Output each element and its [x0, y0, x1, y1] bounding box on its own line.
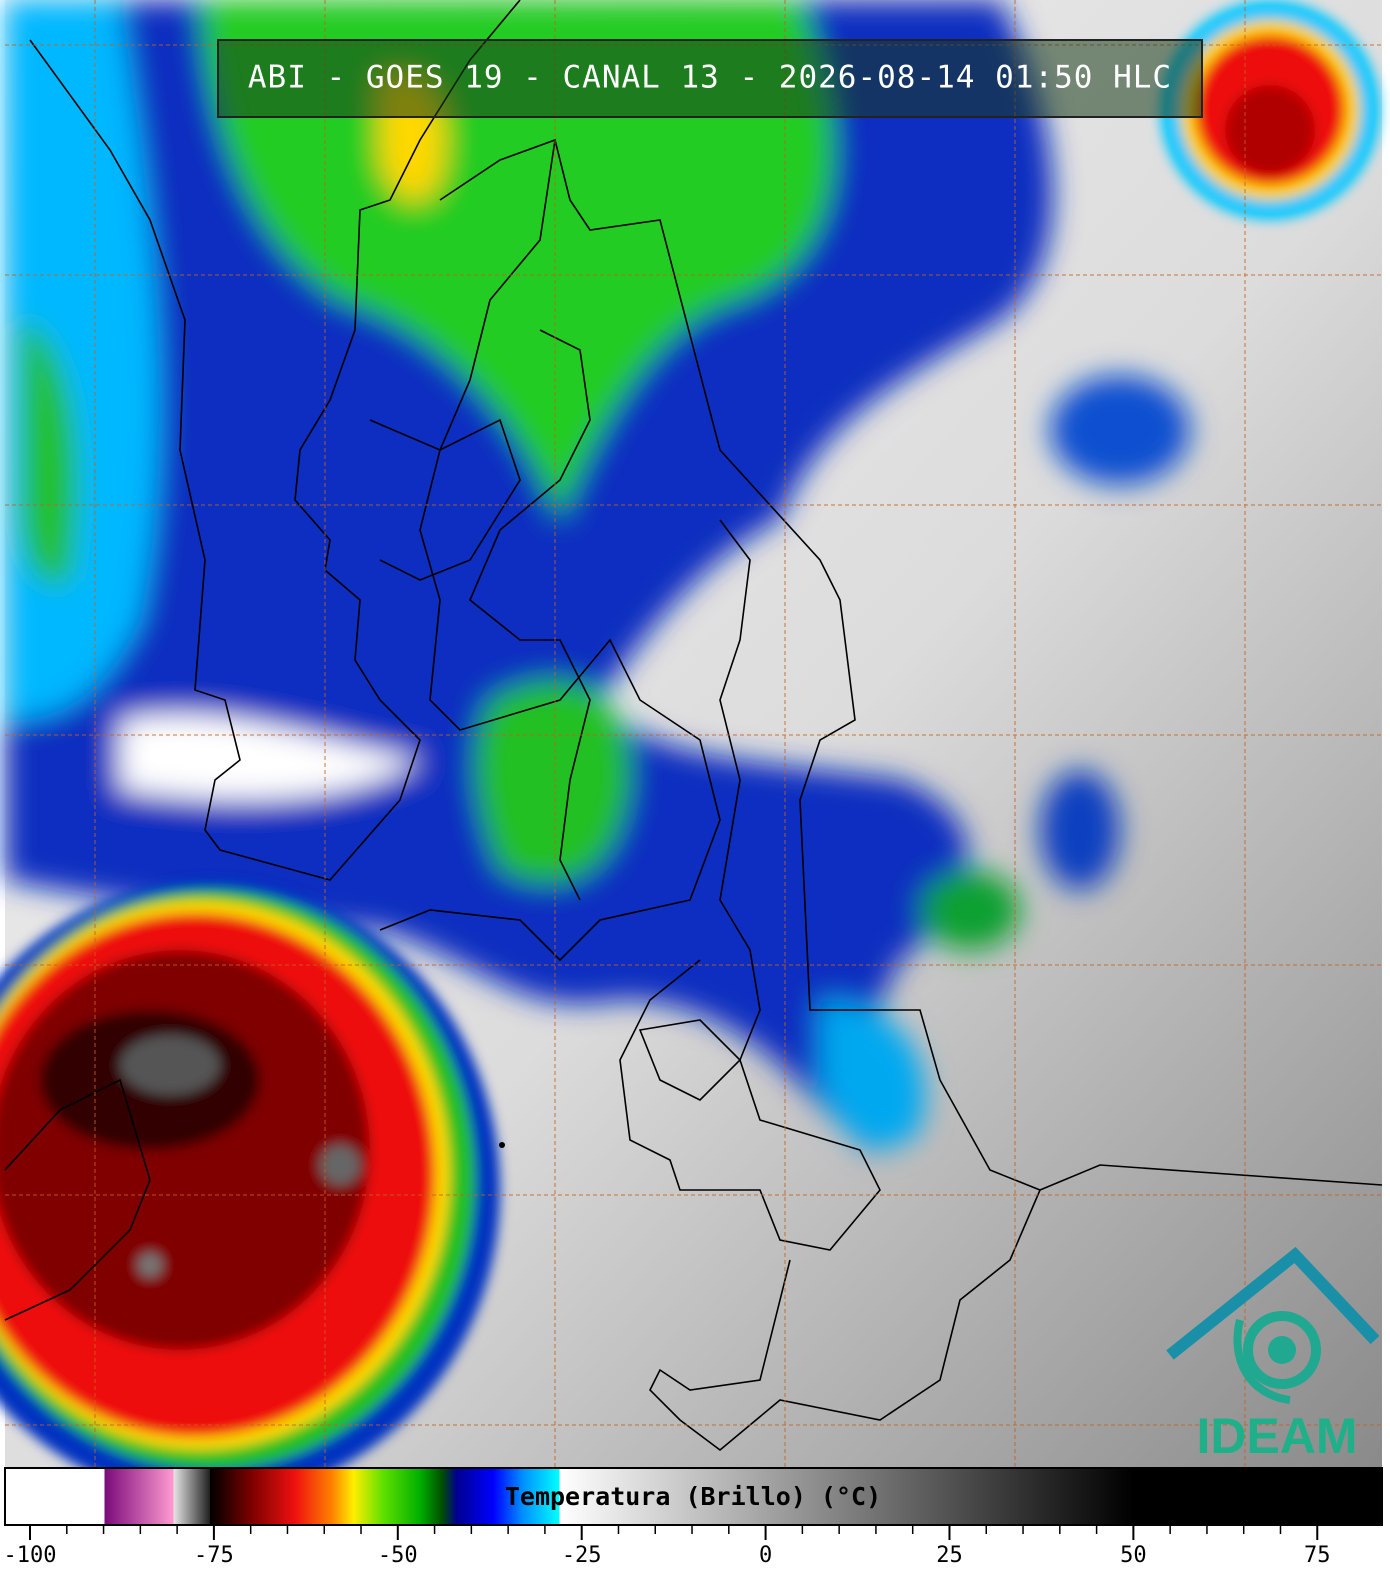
tick-label: 50 — [1120, 1543, 1147, 1568]
tick-label: -25 — [562, 1543, 602, 1568]
tick-label: -50 — [378, 1543, 418, 1568]
logo-text: IDEAM — [1196, 1408, 1357, 1464]
tick-label: 25 — [936, 1543, 963, 1568]
colorbar-gradient — [4, 1467, 1383, 1526]
tick-label: -100 — [4, 1543, 57, 1568]
title: ABI - GOES 19 - CANAL 13 - 2026-08-14 01… — [248, 60, 1172, 96]
tick-label: 75 — [1304, 1543, 1331, 1568]
logo: IDEAM — [1166, 1246, 1380, 1464]
tick-label: 0 — [759, 1543, 772, 1568]
title-box: ABI - GOES 19 - CANAL 13 - 2026-08-14 01… — [217, 39, 1203, 118]
tick-label: -75 — [194, 1543, 234, 1568]
colorbar-label: Temperatura (Brillo) (°C) — [505, 1482, 881, 1511]
colorbar: Temperatura (Brillo) (°C) -100 -75 -50 -25 0… — [4, 1467, 1383, 1568]
map-image — [0, 0, 1383, 1500]
